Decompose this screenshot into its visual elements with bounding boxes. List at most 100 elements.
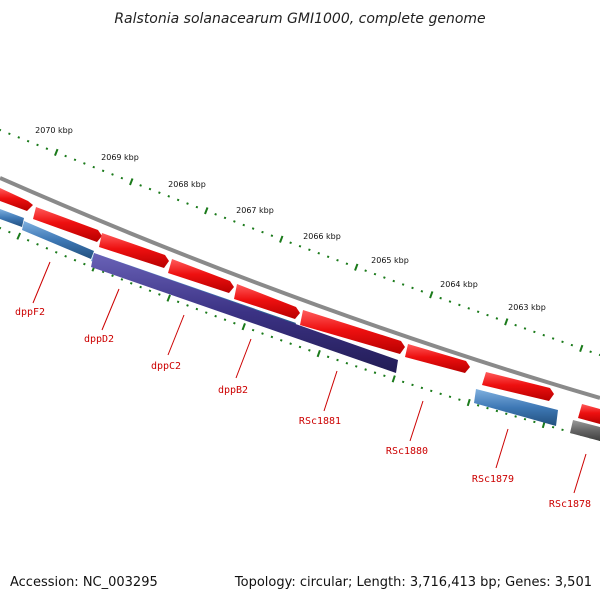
ruler-minor-tick — [533, 330, 536, 334]
map-title: Ralstonia solanacearum GMI1000, complete… — [114, 11, 485, 27]
ruler-minor-tick — [214, 213, 217, 216]
ruler-minor-tick — [101, 169, 105, 173]
ruler-minor-tick — [251, 328, 255, 332]
cds-dppB2[interactable] — [91, 253, 398, 373]
cds-forward-5[interactable] — [234, 284, 300, 319]
gene-label-dppF2[interactable]: dppF2 — [15, 261, 51, 318]
ruler-minor-tick — [420, 290, 424, 293]
gene-label-leader — [409, 400, 424, 442]
ruler-minor-tick — [83, 262, 86, 266]
ruler-minor-tick — [476, 310, 480, 314]
ruler-minor-tick — [364, 368, 367, 371]
cds-forward-4[interactable] — [168, 259, 234, 293]
ruler-minor-tick — [195, 205, 199, 209]
ruler-minor-tick — [251, 227, 255, 230]
ruler-minor-tick — [345, 361, 349, 365]
ruler-minor-tick — [167, 195, 171, 198]
ruler-major-tick — [354, 263, 359, 271]
gene-label-leader — [235, 338, 252, 379]
cds-forward-9[interactable] — [578, 404, 600, 424]
ruler-minor-tick — [373, 371, 377, 374]
ruler-minor-tick — [64, 154, 67, 158]
cds-RSc1878-reverse[interactable] — [570, 420, 600, 441]
ruler-minor-tick — [8, 132, 11, 136]
ruler-minor-tick — [373, 272, 377, 276]
ruler-minor-tick — [8, 230, 11, 234]
ruler-minor-tick — [308, 349, 311, 352]
ruler-minor-tick — [514, 415, 517, 418]
ruler-minor-tick — [261, 332, 264, 335]
genome-summary-text: Topology: circular; Length: 3,716,413 bp… — [234, 575, 592, 590]
gene-features — [0, 188, 600, 441]
gene-label-text: RSc1878 — [549, 499, 591, 510]
cds-dppD2[interactable] — [22, 221, 94, 259]
ruler-minor-tick — [289, 342, 292, 345]
ruler-minor-tick — [186, 202, 189, 205]
ruler-label: 2067 kbp — [236, 206, 274, 215]
gene-label-text: dppD2 — [84, 334, 114, 345]
ruler-minor-tick — [45, 147, 49, 150]
ruler-minor-tick — [429, 389, 433, 393]
ruler-minor-tick — [223, 318, 227, 321]
ruler-minor-tick — [458, 398, 461, 401]
ruler-label: 2068 kbp — [168, 180, 206, 189]
ruler-minor-tick — [401, 283, 405, 286]
gene-label-RSc1880[interactable]: RSc1880 — [386, 400, 428, 457]
gene-label-leader — [495, 428, 509, 469]
gene-label-text: dppF2 — [15, 307, 45, 318]
gene-label-RSc1881[interactable]: RSc1881 — [299, 370, 341, 427]
ruler-minor-tick — [439, 296, 442, 300]
ruler-minor-tick — [383, 374, 386, 378]
cds-forward-3[interactable] — [99, 233, 169, 268]
ruler-minor-tick — [364, 269, 367, 272]
ruler-minor-tick — [523, 327, 527, 330]
ruler-label: 2066 kbp — [303, 232, 341, 241]
cds-forward-8[interactable] — [482, 372, 554, 401]
ruler-minor-tick — [92, 165, 96, 169]
cds-forward-6[interactable] — [300, 310, 405, 354]
ruler-minor-tick — [467, 307, 471, 310]
ruler-minor-tick — [214, 314, 217, 318]
ruler-minor-tick — [448, 395, 452, 399]
gene-label-text: dppC2 — [151, 361, 181, 372]
ruler-minor-tick — [392, 279, 396, 283]
gene-label-RSc1879[interactable]: RSc1879 — [472, 428, 514, 485]
ruler-minor-tick — [204, 311, 208, 314]
ruler-minor-tick — [111, 274, 114, 277]
gene-label-RSc1878[interactable]: RSc1878 — [549, 453, 591, 510]
ruler-label: 2064 kbp — [440, 280, 478, 289]
cds-dppF2[interactable] — [0, 209, 24, 227]
ruler-major-tick — [316, 349, 321, 358]
ruler-major-tick — [204, 207, 209, 215]
ruler-major-tick — [391, 375, 396, 383]
cds-RSc1879[interactable] — [474, 389, 558, 426]
ruler-minor-tick — [514, 323, 517, 327]
ruler-minor-tick — [139, 184, 142, 187]
ruler-minor-tick — [261, 230, 264, 234]
cds-forward-1[interactable] — [0, 188, 33, 211]
gene-labels: dppF2 dppD2 dppC2 dppB2 RSc1881 RSc1880 … — [15, 261, 591, 510]
ruler-minor-tick — [505, 412, 508, 415]
ruler-minor-tick — [298, 345, 302, 349]
ruler-minor-tick — [533, 420, 536, 424]
ruler-minor-tick — [411, 286, 414, 290]
cds-forward-2[interactable] — [33, 207, 102, 242]
gene-label-dppD2[interactable]: dppD2 — [84, 288, 120, 345]
ruler-minor-tick — [233, 220, 236, 223]
ruler-minor-tick — [345, 262, 349, 266]
ruler-minor-tick — [148, 289, 152, 293]
backbone-track — [0, 176, 600, 400]
ruler-minor-tick — [401, 380, 405, 384]
ruler-minor-tick — [551, 425, 555, 429]
gene-label-dppC2[interactable]: dppC2 — [151, 314, 185, 372]
ruler-minor-tick — [326, 255, 330, 259]
gene-label-dppB2[interactable]: dppB2 — [218, 338, 252, 396]
ruler-minor-tick — [129, 281, 133, 285]
ruler-major-tick — [54, 148, 59, 156]
cds-forward-7[interactable] — [405, 344, 470, 373]
ruler-major-tick — [429, 291, 434, 299]
ruler-major-tick — [129, 178, 134, 186]
ruler-minor-tick — [289, 241, 292, 245]
gene-label-leader — [323, 370, 338, 412]
